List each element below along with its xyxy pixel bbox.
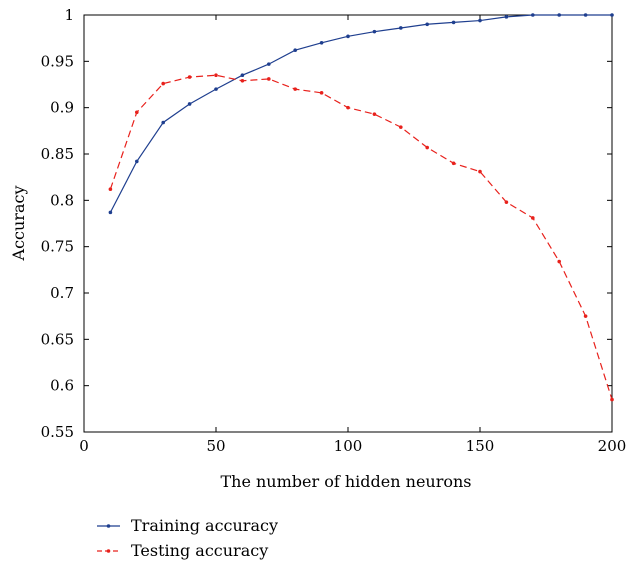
data-point [583,13,588,17]
data-point [610,397,614,402]
x-tick-label: 100 [334,437,363,455]
y-axis-label: Accuracy [9,186,28,262]
data-point [399,125,403,129]
data-point [557,13,561,17]
y-tick-label: 0.9 [50,99,74,117]
data-point [451,20,456,25]
legend-marker [106,549,111,553]
data-point [267,62,271,66]
y-tick-label: 0.75 [41,238,74,256]
legend-label: Training accuracy [131,516,278,535]
legend-item: Training accuracy [97,516,278,535]
y-tick-label: 0.95 [41,52,74,70]
data-point [531,216,535,220]
data-point [214,73,218,78]
data-point [135,110,139,115]
data-point [240,78,245,83]
data-point [451,161,456,166]
data-point [478,18,482,23]
x-axis-label: The number of hidden neurons [220,472,471,491]
series-training [108,13,614,215]
legend-marker [106,524,111,528]
data-point [372,112,377,116]
data-point [531,13,535,17]
data-point [504,15,509,19]
series-line [109,14,612,213]
x-tick-label: 0 [79,437,89,455]
y-tick-label: 0.55 [41,423,74,441]
data-point [187,102,192,106]
data-point [187,75,192,79]
y-tick-label: 0.6 [50,377,74,395]
data-point [478,169,482,174]
plot-frame [83,14,613,433]
data-point [293,87,298,91]
legend-item: Testing accuracy [97,541,268,560]
series-testing [108,73,614,402]
x-tick-label: 200 [598,437,626,455]
data-point [108,210,113,215]
data-point [293,48,298,53]
legend: Training accuracy Testing accuracy [97,516,278,560]
data-point [504,200,509,204]
data-point [425,22,430,27]
y-tick-label: 1 [64,6,74,24]
data-point [346,34,350,39]
data-point [372,29,377,34]
data-point [425,145,430,150]
y-tick-label: 0.85 [41,145,74,163]
x-tick-label: 150 [466,437,495,455]
data-point [161,81,165,86]
data-point [346,105,350,110]
data-point [557,259,561,264]
data-point [583,314,588,318]
legend-label: Testing accuracy [131,541,268,560]
data-point [161,120,165,125]
x-tick-label: 50 [206,437,225,455]
data-point [267,77,271,81]
y-tick-label: 0.7 [50,284,74,302]
data-point [240,73,245,78]
data-point [135,159,139,164]
y-tick-label: 0.65 [41,330,74,348]
data-point [610,13,614,17]
y-tick-label: 0.8 [50,191,74,209]
data-point [108,187,113,192]
series-line [109,74,613,400]
data-point [214,87,218,91]
data-point [319,91,324,95]
data-point [399,26,403,30]
data-point [319,41,324,45]
